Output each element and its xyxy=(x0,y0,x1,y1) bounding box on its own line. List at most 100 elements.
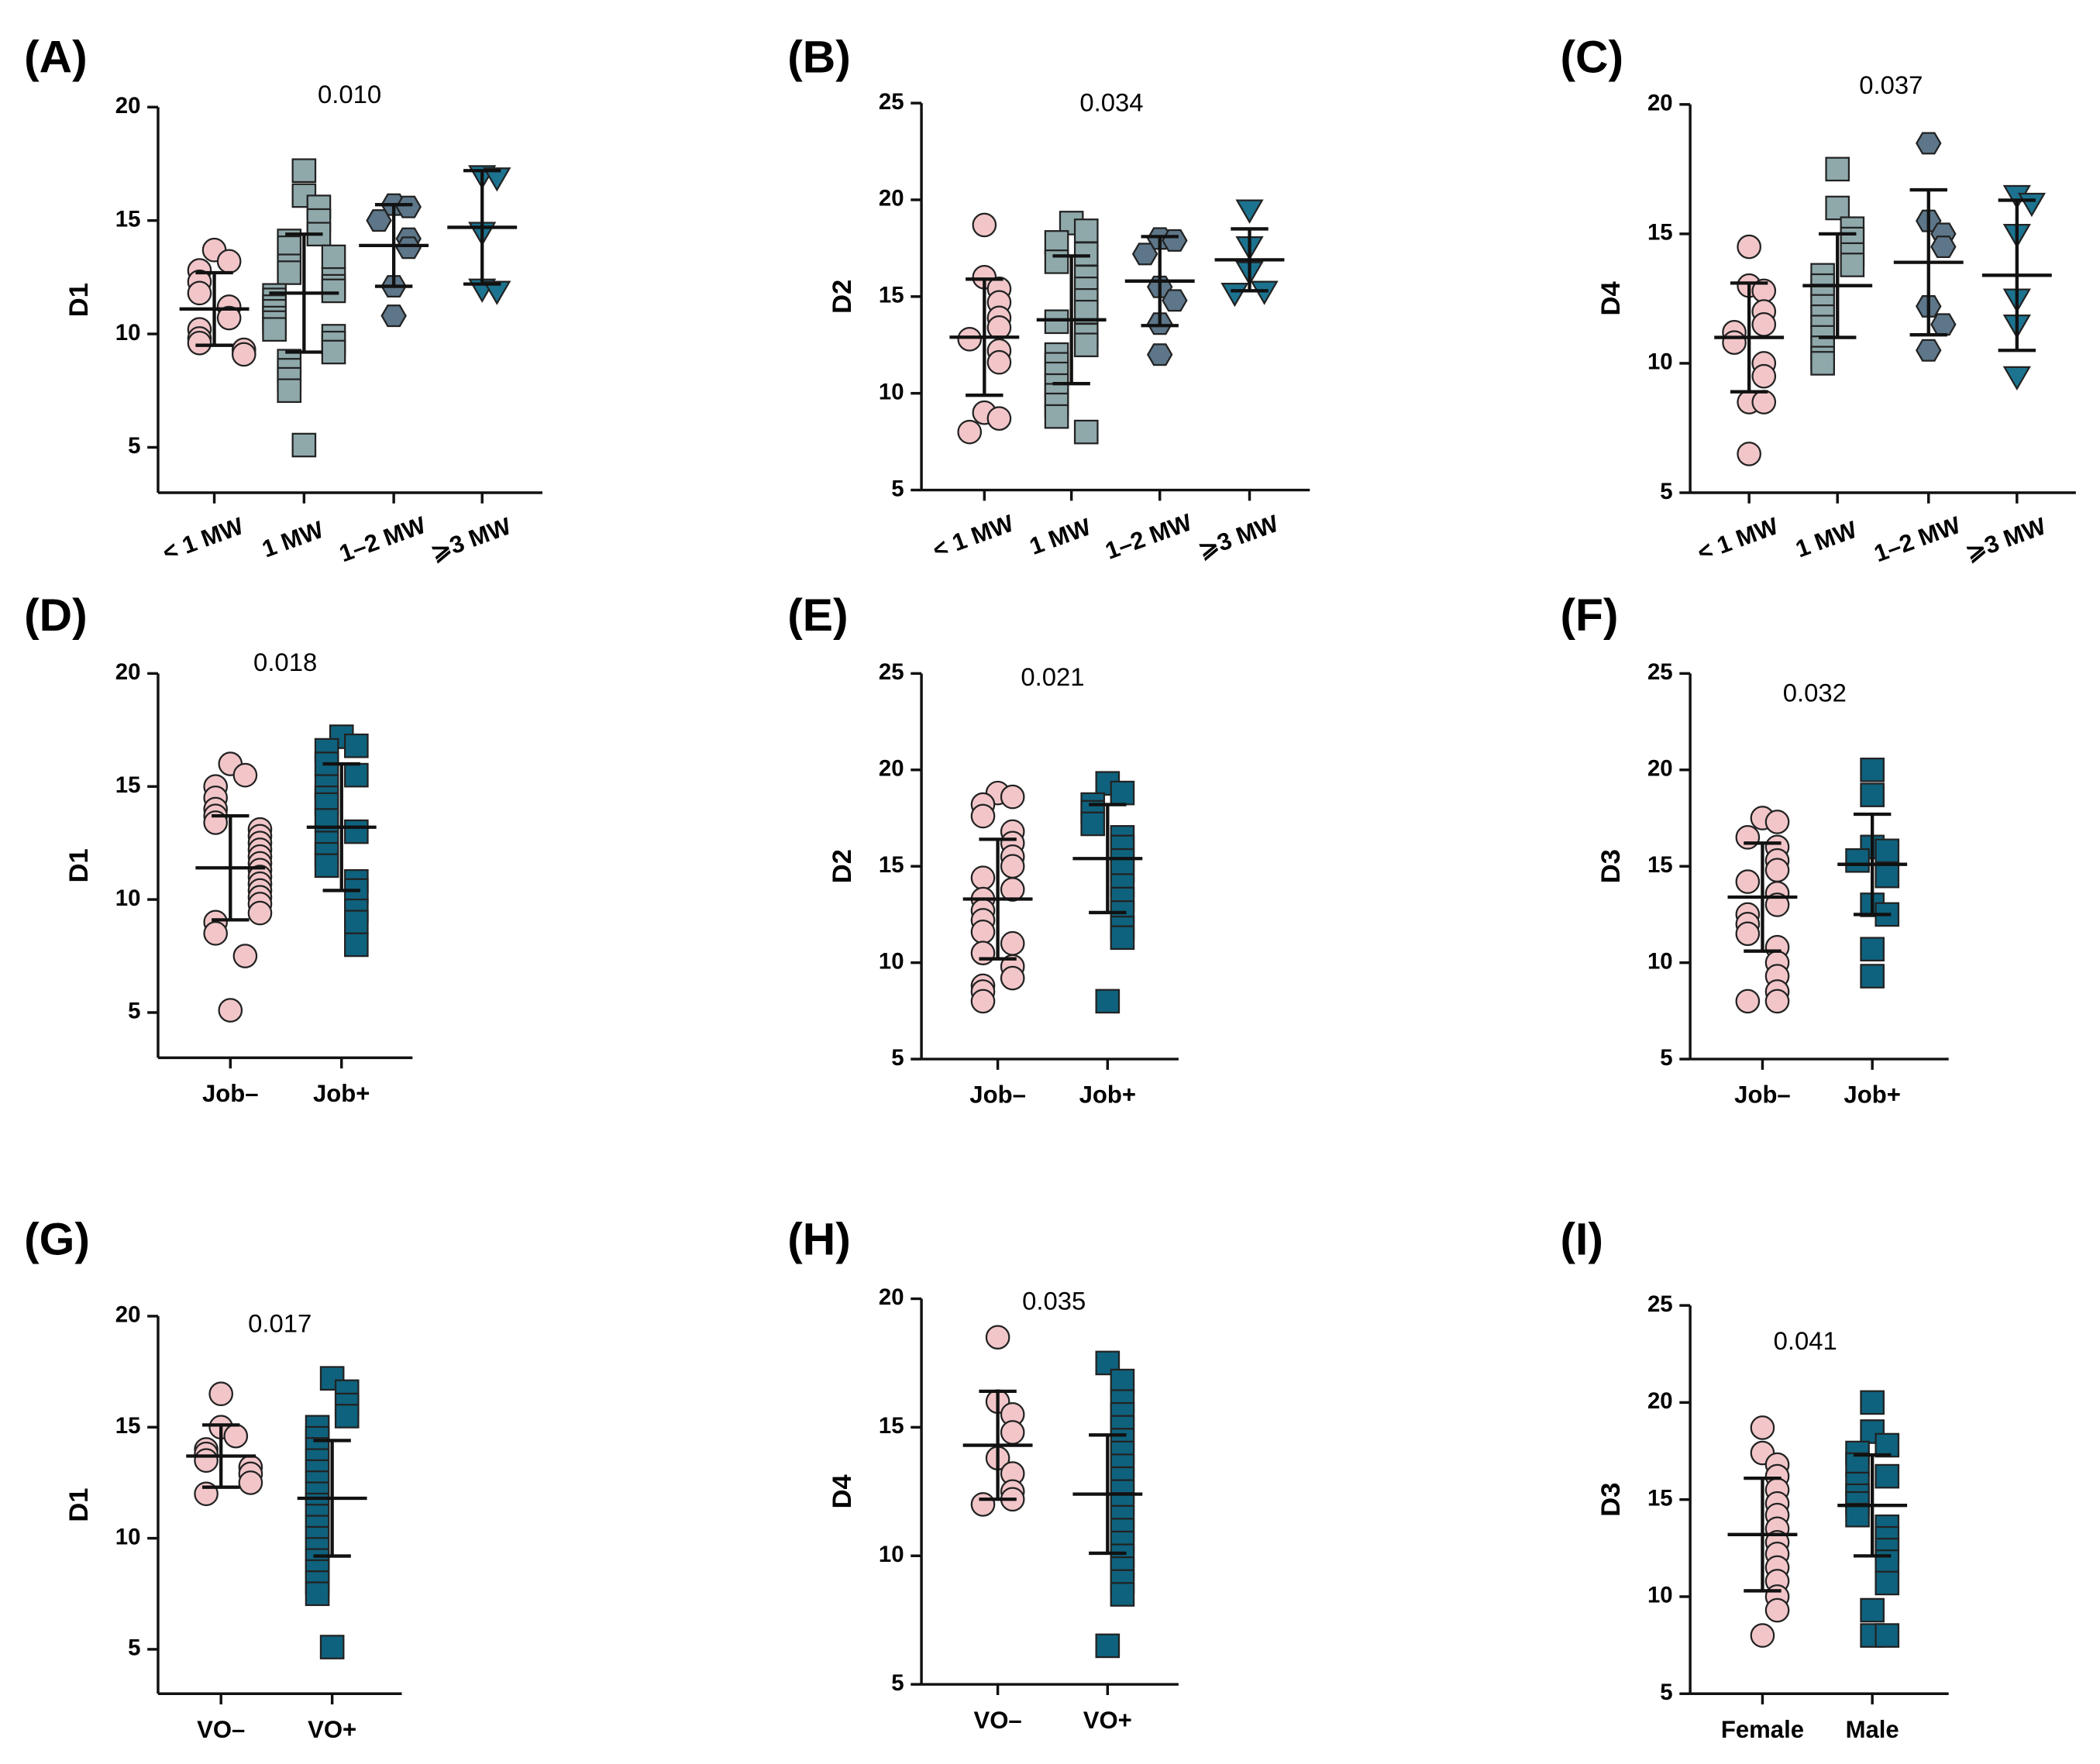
y-tick-label: 10 xyxy=(1647,1583,1673,1608)
y-axis-label: D3 xyxy=(1596,849,1626,883)
point xyxy=(1764,858,1790,882)
point xyxy=(1000,784,1025,810)
point xyxy=(277,260,302,285)
point xyxy=(344,932,369,958)
point xyxy=(1930,236,1957,259)
point xyxy=(957,419,983,445)
point xyxy=(334,1404,360,1429)
y-tick-label: 20 xyxy=(115,659,141,685)
point xyxy=(187,330,212,356)
y-tick-label: 10 xyxy=(115,320,141,346)
x-tick-label: Job+ xyxy=(313,1080,370,1107)
point xyxy=(232,944,258,968)
y-tick-label: 20 xyxy=(115,1302,141,1328)
point xyxy=(1250,280,1279,305)
point xyxy=(1930,313,1957,336)
x-tick-label: Job+ xyxy=(1079,1081,1136,1109)
point xyxy=(380,304,407,328)
x-tick-label: ⩾3 MW xyxy=(1962,512,2050,566)
point xyxy=(970,865,996,890)
point xyxy=(483,167,511,192)
point xyxy=(957,326,983,352)
y-tick-label: 5 xyxy=(128,999,140,1024)
point xyxy=(1073,332,1099,358)
point xyxy=(216,249,242,274)
point xyxy=(483,280,511,305)
panel: (D) 0.018 D1 5 10 15 20 Job– Job+ xyxy=(24,590,413,1107)
point xyxy=(1735,825,1761,850)
point xyxy=(1044,309,1069,335)
panel: (H) 0.035 D4 5 10 15 20 VO– VO+ xyxy=(787,1214,1179,1734)
point xyxy=(187,280,212,306)
x-tick-label: Job– xyxy=(1734,1081,1791,1109)
y-tick-label: 20 xyxy=(1647,1388,1673,1414)
y-axis-label: D4 xyxy=(828,1473,857,1508)
point xyxy=(970,1492,996,1517)
point xyxy=(395,195,422,218)
point xyxy=(1860,1419,1885,1444)
y-tick-label: 15 xyxy=(1647,1485,1673,1511)
point xyxy=(1750,1623,1775,1648)
point xyxy=(970,940,996,966)
point xyxy=(986,315,1012,340)
y-tick-label: 5 xyxy=(891,1670,904,1696)
point xyxy=(291,158,317,184)
y-tick-label: 5 xyxy=(128,433,140,459)
point xyxy=(1000,854,1025,879)
x-tick-label: 1–2 MW xyxy=(1102,508,1196,565)
point xyxy=(321,278,346,304)
point xyxy=(1735,921,1761,947)
point xyxy=(247,900,273,926)
point xyxy=(1875,1463,1900,1489)
point xyxy=(986,406,1012,431)
x-tick-label: < 1 MW xyxy=(929,509,1017,563)
point xyxy=(1875,863,1900,889)
panel-label: (G) xyxy=(24,1214,90,1264)
x-tick-label: < 1 MW xyxy=(1694,512,1782,566)
point xyxy=(1875,1570,1900,1596)
y-axis-label: D1 xyxy=(64,1488,94,1522)
point xyxy=(1735,989,1761,1014)
x-tick-label: Job– xyxy=(202,1080,259,1107)
y-tick-label: 20 xyxy=(1647,91,1673,116)
point xyxy=(262,317,287,342)
panel-label: (E) xyxy=(787,590,848,641)
point xyxy=(1750,1415,1775,1440)
y-tick-label: 15 xyxy=(879,852,904,878)
point xyxy=(1825,195,1850,221)
y-axis-label: D1 xyxy=(64,283,94,317)
point xyxy=(2002,366,2031,391)
point xyxy=(1764,810,1790,834)
x-tick-label: Female xyxy=(1721,1716,1804,1743)
x-tick-label: 1 MW xyxy=(1792,516,1861,563)
point xyxy=(1131,242,1158,266)
point xyxy=(277,378,302,404)
point xyxy=(1073,242,1099,266)
point xyxy=(1095,1633,1121,1659)
y-tick-label: 20 xyxy=(115,93,141,119)
point xyxy=(1110,1368,1135,1394)
y-tick-label: 25 xyxy=(879,659,904,685)
point xyxy=(305,1581,330,1607)
point xyxy=(1875,1549,1900,1574)
point xyxy=(2017,192,2047,218)
point xyxy=(1875,838,1900,864)
y-axis-label: D3 xyxy=(1596,1483,1626,1517)
annotation: 0.032 xyxy=(1783,679,1847,707)
point xyxy=(1860,1390,1885,1415)
y-tick-label: 10 xyxy=(115,885,141,911)
y-axis-label: D2 xyxy=(828,280,857,314)
x-tick-label: Job+ xyxy=(1844,1081,1900,1109)
annotation: 0.021 xyxy=(1021,662,1084,691)
point xyxy=(970,920,996,944)
point xyxy=(1845,1502,1870,1528)
point xyxy=(1875,1623,1900,1648)
point xyxy=(1860,1597,1885,1623)
point xyxy=(1000,965,1025,991)
point xyxy=(1073,419,1099,445)
y-tick-label: 5 xyxy=(128,1635,140,1661)
panel: (E) 0.021 D2 5 10 15 20 25 Job– Job+ xyxy=(787,590,1179,1109)
x-tick-label: VO– xyxy=(197,1716,245,1743)
annotation: 0.035 xyxy=(1022,1286,1086,1315)
point xyxy=(1044,404,1069,429)
